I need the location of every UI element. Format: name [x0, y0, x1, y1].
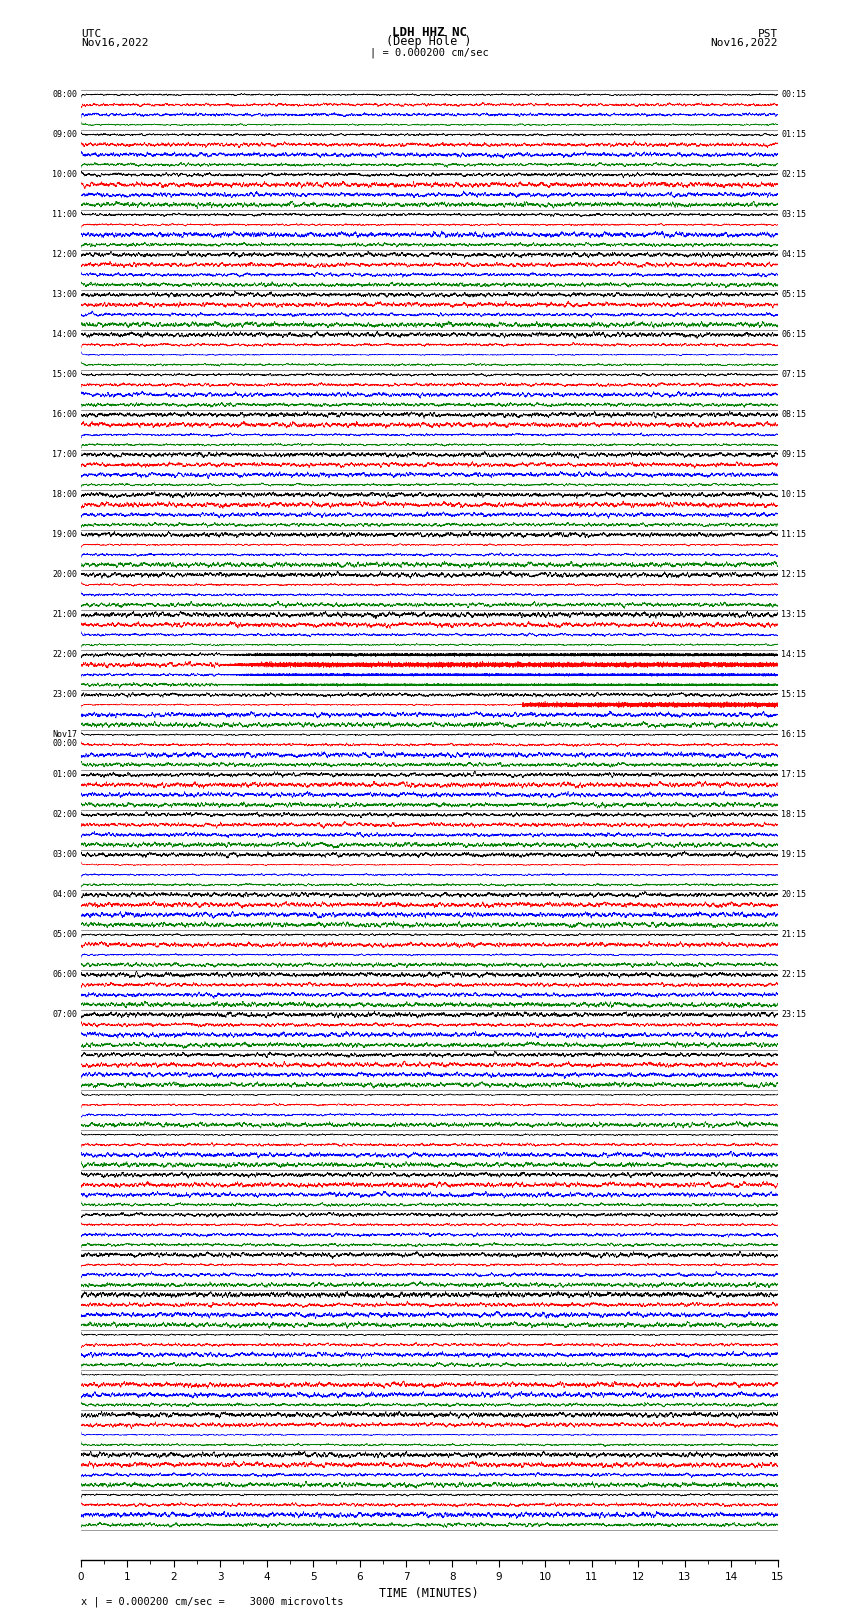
- Text: 21:15: 21:15: [781, 929, 807, 939]
- Text: 16:00: 16:00: [52, 410, 77, 419]
- Text: Nov16,2022: Nov16,2022: [711, 39, 778, 48]
- Text: 13:15: 13:15: [781, 610, 807, 619]
- Text: 08:15: 08:15: [781, 410, 807, 419]
- Text: 20:00: 20:00: [52, 569, 77, 579]
- Text: 05:15: 05:15: [781, 290, 807, 298]
- Text: 10:15: 10:15: [781, 490, 807, 498]
- Text: 07:00: 07:00: [52, 1010, 77, 1019]
- Text: 15:00: 15:00: [52, 369, 77, 379]
- Text: 08:00: 08:00: [52, 90, 77, 98]
- Text: 13:00: 13:00: [52, 290, 77, 298]
- Text: 07:15: 07:15: [781, 369, 807, 379]
- Text: 00:15: 00:15: [781, 90, 807, 98]
- Text: 23:00: 23:00: [52, 690, 77, 698]
- Text: PST: PST: [757, 29, 778, 39]
- Text: 11:00: 11:00: [52, 210, 77, 219]
- X-axis label: TIME (MINUTES): TIME (MINUTES): [379, 1587, 479, 1600]
- Text: x | = 0.000200 cm/sec =    3000 microvolts: x | = 0.000200 cm/sec = 3000 microvolts: [81, 1595, 343, 1607]
- Text: 19:00: 19:00: [52, 529, 77, 539]
- Text: 02:00: 02:00: [52, 810, 77, 819]
- Text: 19:15: 19:15: [781, 850, 807, 858]
- Text: (Deep Hole ): (Deep Hole ): [387, 35, 472, 48]
- Text: 12:00: 12:00: [52, 250, 77, 258]
- Text: 09:15: 09:15: [781, 450, 807, 458]
- Text: Nov17
00:00: Nov17 00:00: [52, 729, 77, 748]
- Text: 17:00: 17:00: [52, 450, 77, 458]
- Text: 23:15: 23:15: [781, 1010, 807, 1019]
- Text: 22:15: 22:15: [781, 969, 807, 979]
- Text: UTC: UTC: [81, 29, 101, 39]
- Text: 21:00: 21:00: [52, 610, 77, 619]
- Text: 22:00: 22:00: [52, 650, 77, 658]
- Text: 01:00: 01:00: [52, 769, 77, 779]
- Text: 01:15: 01:15: [781, 129, 807, 139]
- Text: 12:15: 12:15: [781, 569, 807, 579]
- Text: LDH HHZ NC: LDH HHZ NC: [392, 26, 467, 39]
- Text: 11:15: 11:15: [781, 529, 807, 539]
- Text: Nov16,2022: Nov16,2022: [81, 39, 148, 48]
- Text: 14:15: 14:15: [781, 650, 807, 658]
- Text: 03:00: 03:00: [52, 850, 77, 858]
- Text: 14:00: 14:00: [52, 329, 77, 339]
- Text: 05:00: 05:00: [52, 929, 77, 939]
- Text: 04:15: 04:15: [781, 250, 807, 258]
- Text: | = 0.000200 cm/sec: | = 0.000200 cm/sec: [370, 47, 489, 58]
- Text: 09:00: 09:00: [52, 129, 77, 139]
- Text: 17:15: 17:15: [781, 769, 807, 779]
- Text: 03:15: 03:15: [781, 210, 807, 219]
- Text: 02:15: 02:15: [781, 169, 807, 179]
- Text: 10:00: 10:00: [52, 169, 77, 179]
- Text: 16:15: 16:15: [781, 729, 807, 739]
- Text: 04:00: 04:00: [52, 890, 77, 898]
- Text: 20:15: 20:15: [781, 890, 807, 898]
- Text: 18:00: 18:00: [52, 490, 77, 498]
- Text: 15:15: 15:15: [781, 690, 807, 698]
- Text: 18:15: 18:15: [781, 810, 807, 819]
- Text: 06:15: 06:15: [781, 329, 807, 339]
- Text: 06:00: 06:00: [52, 969, 77, 979]
